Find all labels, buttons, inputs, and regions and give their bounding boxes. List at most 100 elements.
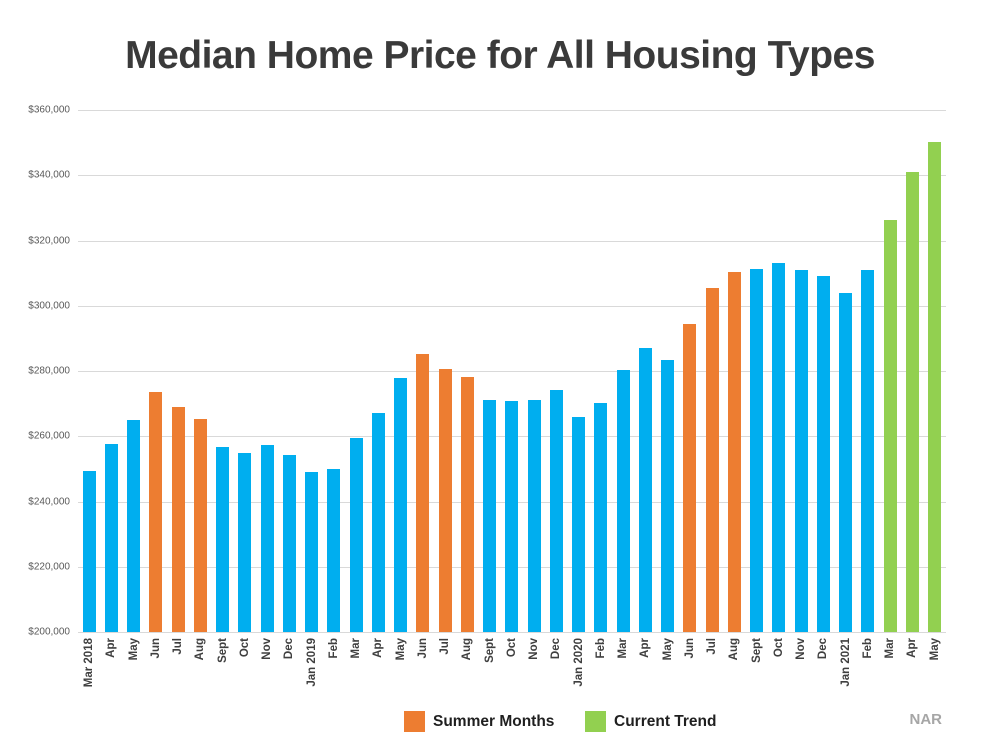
x-label-slot: Aug xyxy=(456,638,478,710)
bar-slot xyxy=(790,110,812,632)
x-label-slot: Oct xyxy=(501,638,523,710)
bar-slot xyxy=(390,110,412,632)
x-tick-label-feb: Feb xyxy=(861,638,874,659)
x-label-slot: Jan 2019 xyxy=(301,638,323,710)
bar-slot xyxy=(835,110,857,632)
x-label-slot: Feb xyxy=(323,638,345,710)
bar-jan-2021 xyxy=(839,293,853,632)
bar-slot xyxy=(78,110,100,632)
bar-slot xyxy=(256,110,278,632)
gridline xyxy=(78,175,946,177)
legend-label: Current Trend xyxy=(614,712,717,730)
x-label-slot: Dec xyxy=(812,638,834,710)
x-tick-label-sept: Sept xyxy=(216,638,229,663)
x-label-slot: Dec xyxy=(545,638,567,710)
bar-slot xyxy=(345,110,367,632)
x-tick-label-mar-2018: Mar 2018 xyxy=(83,638,96,688)
bar-slot xyxy=(746,110,768,632)
bar-apr xyxy=(638,348,652,632)
x-label-slot: Sept xyxy=(746,638,768,710)
x-tick-label-mar: Mar xyxy=(350,638,363,659)
x-tick-label-oct: Oct xyxy=(505,638,518,658)
x-label-slot: Apr xyxy=(367,638,389,710)
bar-feb xyxy=(594,402,608,632)
bar-jun xyxy=(416,353,430,632)
legend: Summer Months Current Trend xyxy=(0,711,1000,735)
y-tick-label: $360,000 xyxy=(28,104,70,116)
y-tick-label: $240,000 xyxy=(28,496,70,507)
x-tick-label-jun: Jun xyxy=(683,638,696,659)
bar-may xyxy=(928,141,942,632)
bar-slot xyxy=(278,110,300,632)
x-label-slot: Mar xyxy=(612,638,634,710)
bar-aug xyxy=(193,419,207,632)
y-tick-label: $260,000 xyxy=(28,430,70,442)
x-label-slot: Jul xyxy=(434,638,456,710)
x-label-slot: Nov xyxy=(523,638,545,710)
x-tick-label-apr: Apr xyxy=(906,638,919,658)
bar-jun xyxy=(149,391,163,632)
x-label-slot: Mar xyxy=(345,638,367,710)
bar-may xyxy=(394,377,408,632)
x-tick-label-oct: Oct xyxy=(238,638,251,658)
bar-slot xyxy=(412,110,434,632)
bar-dec xyxy=(816,276,830,632)
bar-slot xyxy=(924,110,946,632)
x-label-slot: Jul xyxy=(167,638,189,710)
bar-feb xyxy=(327,468,341,632)
x-label-slot: Apr xyxy=(901,638,923,710)
bar-jul xyxy=(438,369,452,632)
x-tick-label-nov: Nov xyxy=(528,638,541,660)
bar-aug xyxy=(460,376,474,632)
x-label-slot: Nov xyxy=(256,638,278,710)
bar-slot xyxy=(367,110,389,632)
x-tick-label-dec: Dec xyxy=(817,638,830,660)
x-tick-label-oct: Oct xyxy=(772,638,785,658)
bar-feb xyxy=(861,269,875,632)
x-label-slot: Jul xyxy=(701,638,723,710)
x-label-slot: Dec xyxy=(278,638,300,710)
x-tick-label-nov: Nov xyxy=(795,638,808,660)
x-tick-label-apr: Apr xyxy=(105,638,118,658)
current-trend-swatch-icon xyxy=(585,711,606,732)
bar-sept xyxy=(483,400,497,632)
x-tick-label-mar: Mar xyxy=(884,638,897,659)
gridline xyxy=(78,305,946,307)
x-label-slot: May xyxy=(390,638,412,710)
y-tick-label: $320,000 xyxy=(28,235,70,246)
gridline xyxy=(78,632,946,633)
x-label-slot: Oct xyxy=(768,638,790,710)
bar-mar xyxy=(349,437,363,632)
x-label-slot: Feb xyxy=(590,638,612,710)
bar-slot xyxy=(212,110,234,632)
bar-mar xyxy=(883,219,897,632)
bar-slot xyxy=(568,110,590,632)
gridline xyxy=(78,240,946,242)
x-label-slot: Jan 2020 xyxy=(568,638,590,710)
bar-slot xyxy=(545,110,567,632)
x-tick-label-aug: Aug xyxy=(461,638,474,661)
x-label-slot: May xyxy=(924,638,946,710)
x-label-slot: Sept xyxy=(212,638,234,710)
bar-slot xyxy=(723,110,745,632)
bar-slot xyxy=(612,110,634,632)
bar-oct xyxy=(772,263,786,632)
x-tick-label-jul: Jul xyxy=(172,638,185,655)
bar-may xyxy=(661,359,675,632)
x-tick-label-aug: Aug xyxy=(728,638,741,661)
bar-slot xyxy=(479,110,501,632)
bar-dec xyxy=(282,454,296,632)
x-label-slot: May xyxy=(123,638,145,710)
bar-oct xyxy=(238,452,252,632)
bar-mar-2018 xyxy=(82,470,96,632)
bar-sept xyxy=(750,268,764,632)
x-label-slot: Feb xyxy=(857,638,879,710)
bar-slot xyxy=(100,110,122,632)
source-attribution: NAR xyxy=(909,711,943,728)
bar-slot xyxy=(657,110,679,632)
bar-jun xyxy=(683,324,697,632)
x-label-slot: Jan 2021 xyxy=(835,638,857,710)
y-tick-label: $220,000 xyxy=(28,561,70,573)
bar-slot xyxy=(167,110,189,632)
